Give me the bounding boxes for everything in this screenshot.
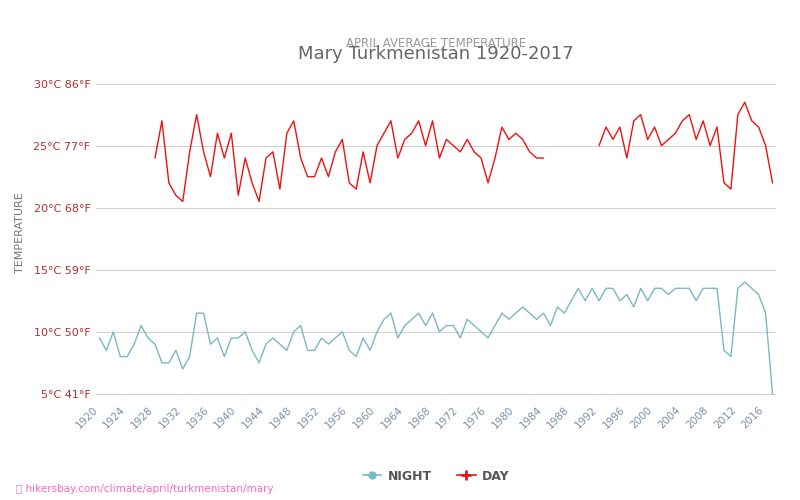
Legend: NIGHT, DAY: NIGHT, DAY: [358, 464, 514, 487]
Text: APRIL AVERAGE TEMPERATURE: APRIL AVERAGE TEMPERATURE: [346, 37, 526, 50]
Title: Mary Turkmenistan 1920-2017: Mary Turkmenistan 1920-2017: [298, 46, 574, 64]
Text: 📍 hikersbay.com/climate/april/turkmenistan/mary: 📍 hikersbay.com/climate/april/turkmenist…: [16, 484, 274, 494]
Y-axis label: TEMPERATURE: TEMPERATURE: [15, 192, 25, 273]
